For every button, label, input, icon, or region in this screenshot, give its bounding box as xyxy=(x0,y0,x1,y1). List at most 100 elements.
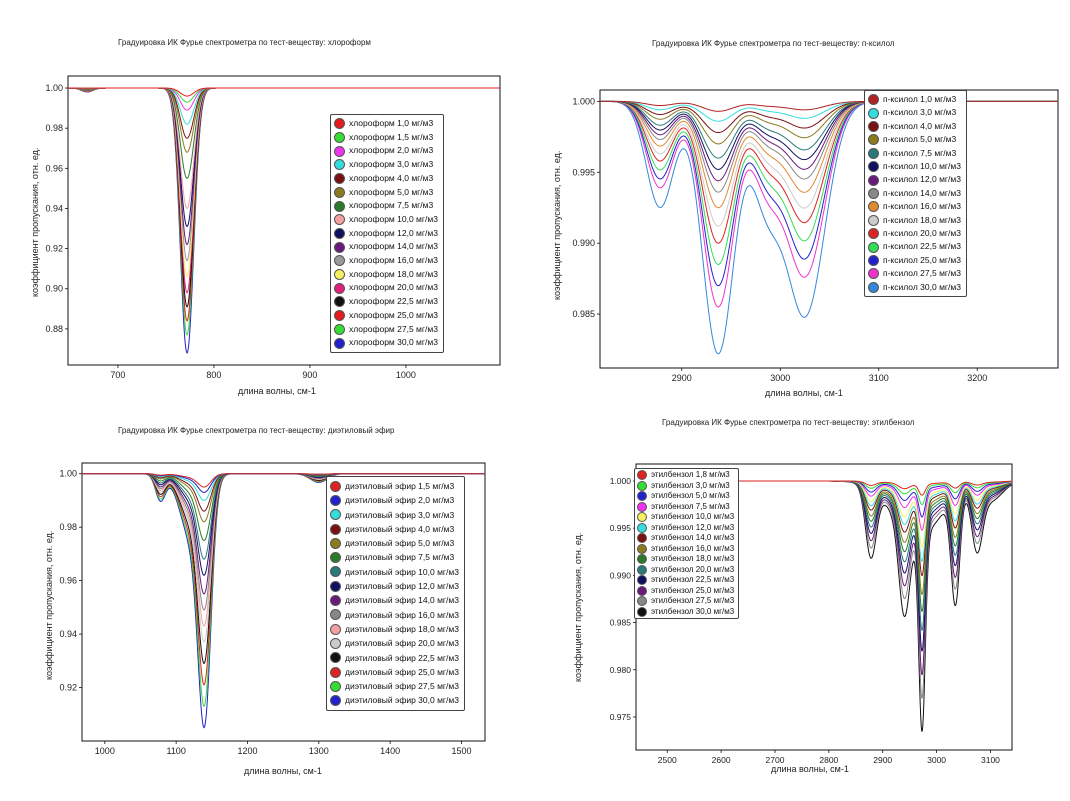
legend-swatch xyxy=(334,310,345,322)
legend-item: п-ксилол 12,0 мг/м3 xyxy=(868,173,961,186)
series-line xyxy=(68,87,500,97)
legend-item: п-ксилол 7,5 мг/м3 xyxy=(868,147,961,160)
legend-swatch xyxy=(330,695,341,707)
y-tick-label: 0.990 xyxy=(610,570,632,580)
legend: п-ксилол 1,0 мг/м3 п-ксилол 3,0 мг/м3 п-кс… xyxy=(864,90,967,298)
legend-label: п-ксилол 16,0 мг/м3 xyxy=(883,201,961,212)
legend-swatch xyxy=(637,585,647,596)
legend-label: этилбензол 30,0 мг/м3 xyxy=(651,606,735,616)
legend-swatch xyxy=(637,512,647,523)
legend-item: диэтиловый эфир 5,0 мг/м3 xyxy=(330,536,459,550)
chart-diethyl-ether: Градуировка ИК Фурье спектрометра по тес… xyxy=(0,400,535,801)
y-tick-label: 0.90 xyxy=(45,284,63,294)
legend-swatch xyxy=(334,186,345,198)
legend-swatch xyxy=(334,118,345,130)
legend-label: этилбензол 18,0 мг/м3 xyxy=(651,554,735,563)
legend-swatch xyxy=(868,134,879,146)
chart-title: Градуировка ИК Фурье спектрометра по тес… xyxy=(118,38,371,47)
legend-label: хлороформ 7,5 мг/м3 xyxy=(349,200,434,211)
legend-swatch xyxy=(868,214,879,226)
x-tick-label: 1000 xyxy=(396,370,416,380)
legend-label: этилбензол 5,0 мг/м3 xyxy=(651,491,730,500)
series-line xyxy=(82,473,485,488)
x-tick-label: 2600 xyxy=(712,755,731,765)
legend-label: п-ксилол 4,0 мг/м3 xyxy=(883,120,957,131)
chart-chloroform: Градуировка ИК Фурье спектрометра по тес… xyxy=(0,0,535,400)
legend-swatch xyxy=(868,107,879,119)
x-tick-label: 800 xyxy=(206,370,221,380)
legend-swatch xyxy=(334,173,345,185)
legend-item: этилбензол 20,0 мг/м3 xyxy=(637,565,734,576)
series-line xyxy=(600,100,1058,112)
legend-item: п-ксилол 1,0 мг/м3 xyxy=(868,93,961,106)
legend-label: этилбензол 12,0 мг/м3 xyxy=(651,522,735,532)
legend-label: п-ксилол 14,0 мг/м3 xyxy=(883,187,961,198)
legend-item: диэтиловый эфир 3,0 мг/м3 xyxy=(330,508,459,522)
legend-item: п-ксилол 10,0 мг/м3 xyxy=(868,160,961,173)
legend-label: п-ксилол 27,5 мг/м3 xyxy=(883,268,961,279)
legend-label: хлороформ 27,5 мг/м3 xyxy=(349,323,438,334)
legend-swatch xyxy=(868,255,879,267)
legend-label: п-ксилол 18,0 мг/м3 xyxy=(883,214,961,225)
legend-label: этилбензол 22,5 мг/м3 xyxy=(651,575,735,584)
legend-label: п-ксилол 20,0 мг/м3 xyxy=(883,228,961,239)
y-tick-label: 0.94 xyxy=(59,629,77,639)
x-tick-label: 700 xyxy=(110,370,125,380)
legend-item: этилбензол 1,8 мг/м3 xyxy=(637,470,734,481)
legend-swatch xyxy=(334,145,345,157)
legend-item: хлороформ 2,0 мг/м3 xyxy=(334,144,438,158)
legend-swatch xyxy=(868,161,879,173)
x-tick-label: 1000 xyxy=(95,746,115,756)
x-tick-label: 2900 xyxy=(672,373,692,383)
legend-swatch xyxy=(330,623,341,635)
y-tick-label: 0.94 xyxy=(45,203,63,213)
legend-swatch xyxy=(330,566,341,578)
y-tick-label: 0.990 xyxy=(572,238,595,248)
legend-label: хлороформ 14,0 мг/м3 xyxy=(349,241,438,252)
y-tick-label: 0.995 xyxy=(610,523,632,533)
plot-area: 2500 2600 2700 2800 2900 3000 3100 0.975 0.980 0.… xyxy=(610,463,1013,765)
legend-swatch xyxy=(330,580,341,592)
y-tick-label: 0.98 xyxy=(59,522,77,532)
legend-item: хлороформ 27,5 мг/м3 xyxy=(334,323,438,337)
x-tick-label: 2800 xyxy=(819,755,838,765)
legend-swatch xyxy=(868,228,879,240)
legend-item: диэтиловый эфир 20,0 мг/м3 xyxy=(330,636,459,650)
legend-swatch xyxy=(330,537,341,549)
legend-swatch xyxy=(334,282,345,294)
legend-item: этилбензол 3,0 мг/м3 xyxy=(637,481,734,492)
legend-label: диэтиловый эфир 14,0 мг/м3 xyxy=(345,595,459,606)
legend-item: хлороформ 12,0 мг/м3 xyxy=(334,227,438,241)
x-tick-label: 3200 xyxy=(967,373,987,383)
x-tick-label: 1100 xyxy=(166,746,185,756)
legend-label: хлороформ 12,0 мг/м3 xyxy=(349,227,438,238)
legend-swatch xyxy=(637,564,647,575)
legend-label: диэтиловый эфир 12,0 мг/м3 xyxy=(345,581,459,592)
series-group xyxy=(68,87,500,354)
legend-swatch xyxy=(868,147,879,159)
legend-swatch xyxy=(330,680,341,692)
legend-label: хлороформ 1,0 мг/м3 xyxy=(349,118,434,128)
legend-item: хлороформ 22,5 мг/м3 xyxy=(334,295,438,309)
legend-label: этилбензол 10,0 мг/м3 xyxy=(651,512,735,521)
legend-label: диэтиловый эфир 2,0 мг/м3 xyxy=(345,495,455,506)
legend-item: хлороформ 5,0 мг/м3 xyxy=(334,186,438,200)
legend-item: хлороформ 1,0 мг/м3 xyxy=(334,117,438,131)
y-tick-label: 1.000 xyxy=(572,96,595,106)
y-tick-label: 0.985 xyxy=(610,618,632,628)
legend-item: этилбензол 25,0 мг/м3 xyxy=(637,586,734,597)
legend-label: диэтиловый эфир 18,0 мг/м3 xyxy=(345,623,459,634)
legend-item: диэтиловый эфир 27,5 мг/м3 xyxy=(330,679,459,693)
legend-swatch xyxy=(330,637,341,649)
legend-swatch xyxy=(637,491,647,502)
legend-label: п-ксилол 12,0 мг/м3 xyxy=(883,174,961,185)
legend-swatch xyxy=(330,652,341,664)
y-tick-label: 0.985 xyxy=(572,309,595,319)
legend-item: этилбензол 12,0 мг/м3 xyxy=(637,523,734,534)
legend-item: диэтиловый эфир 16,0 мг/м3 xyxy=(330,608,459,622)
legend-item: п-ксилол 3,0 мг/м3 xyxy=(868,106,961,119)
legend-swatch xyxy=(868,268,879,280)
legend-label: п-ксилол 30,0 мг/м3 xyxy=(883,281,961,292)
legend-label: диэтиловый эфир 22,5 мг/м3 xyxy=(345,652,459,663)
